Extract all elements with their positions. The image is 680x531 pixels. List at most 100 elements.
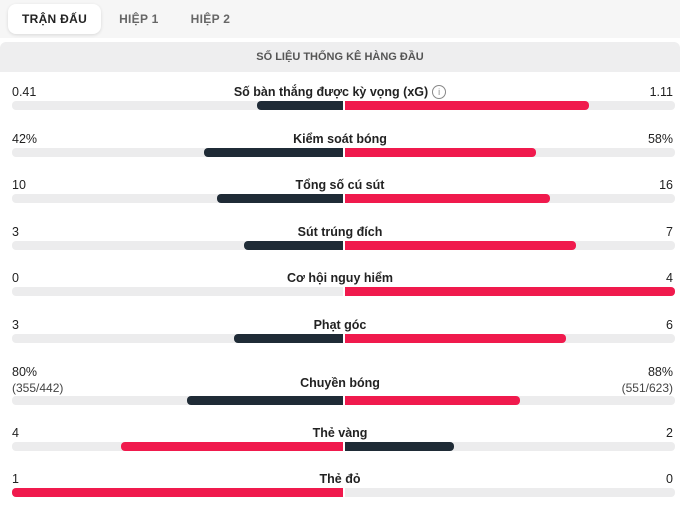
home-bar (243, 240, 343, 250)
away-value: 1.11 (650, 85, 673, 99)
stat-label-text: Số bàn thắng được kỳ vọng (xG) (233, 85, 429, 99)
stat-label: Chuyền bóng (0, 376, 680, 390)
stat-label: Cơ hội nguy hiểm (0, 271, 680, 285)
away-value: 88% (551/623) (622, 365, 673, 395)
tab-bar: TRẬN ĐẤU HIỆP 1 HIỆP 2 (0, 0, 680, 38)
away-value: 7 (666, 225, 673, 239)
stat-row: 0.41 Số bàn thắng được kỳ vọng (xG) i 1.11 (0, 72, 680, 119)
stat-label: Số bàn thắng được kỳ vọng (xG) i (0, 85, 680, 99)
away-value-text: 88% (647, 364, 673, 379)
stat-row: 80% (355/442) Chuyền bóng 88% (551/623) (0, 352, 680, 413)
away-bar (345, 333, 567, 343)
tab-match[interactable]: TRẬN ĐẤU (8, 4, 102, 34)
home-value: 4 (12, 426, 19, 440)
home-value: 42% (12, 132, 37, 146)
away-bar-track (345, 194, 675, 204)
home-bar-track (12, 287, 343, 297)
home-bar (12, 488, 343, 498)
home-value-text: 0 (12, 271, 19, 286)
away-bar (345, 395, 520, 405)
home-value-detail: (355/442) (12, 380, 64, 395)
tab-half-1[interactable]: HIỆP 1 (119, 12, 159, 26)
away-bar-track (345, 441, 675, 451)
stat-label-text: Kiểm soát bóng (293, 131, 387, 146)
away-value: 6 (666, 318, 673, 332)
away-bar (345, 240, 576, 250)
stat-row: 3 Sút trúng đích 7 (0, 212, 680, 259)
home-value: 80% (355/442) (12, 365, 63, 395)
stat-row: 1 Thẻ đỏ 0 (0, 459, 680, 506)
home-bar-track (12, 488, 343, 498)
info-icon[interactable]: i (432, 85, 447, 99)
stat-row: 10 Tổng số cú sút 16 (0, 165, 680, 212)
stat-label: Thẻ đỏ (0, 472, 680, 486)
stat-label-text: Thẻ vàng (312, 425, 368, 440)
away-bar (345, 287, 675, 297)
away-value-text: 1.11 (649, 85, 673, 99)
stat-label-text: Cơ hội nguy hiểm (286, 271, 394, 286)
home-bar (256, 101, 343, 110)
home-bar-track (12, 147, 343, 157)
home-bar-track (12, 101, 343, 110)
stat-label-text: Thẻ đỏ (319, 472, 361, 487)
home-bar (121, 441, 343, 451)
away-bar-track (345, 488, 675, 498)
home-value-text: 0.41 (12, 85, 37, 99)
home-bar-track (12, 194, 343, 204)
away-value-text: 0 (666, 472, 673, 487)
away-bar-track (345, 395, 675, 405)
away-value-text: 4 (666, 271, 673, 286)
away-bar (345, 194, 550, 204)
home-value: 0 (12, 271, 19, 285)
away-value: 0 (666, 472, 673, 486)
home-bar (217, 194, 343, 204)
away-bar-track (345, 240, 675, 250)
away-value-text: 6 (666, 317, 673, 332)
home-bar (203, 147, 343, 157)
away-value: 4 (666, 271, 673, 285)
home-value: 3 (12, 225, 19, 239)
stat-label: Tổng số cú sút (0, 178, 680, 192)
stat-label: Kiểm soát bóng (0, 132, 680, 146)
away-bar-track (345, 101, 675, 110)
home-value-text: 3 (12, 317, 19, 332)
stat-label-text: Tổng số cú sút (295, 178, 385, 193)
away-bar (345, 101, 590, 110)
home-bar (187, 395, 343, 405)
away-value-text: 7 (666, 224, 673, 239)
home-value-text: 10 (12, 178, 26, 193)
home-value-text: 3 (12, 224, 19, 239)
away-value: 2 (666, 426, 673, 440)
stat-label-text: Sút trúng đích (297, 224, 383, 239)
stat-label-text: Chuyền bóng (300, 375, 380, 390)
stat-label: Thẻ vàng (0, 426, 680, 440)
tab-half-2[interactable]: HIỆP 2 (190, 12, 231, 26)
away-value-text: 2 (666, 425, 673, 440)
stat-row: 0 Cơ hội nguy hiểm 4 (0, 258, 680, 305)
away-bar-track (345, 287, 675, 297)
stat-row: 4 Thẻ vàng 2 (0, 413, 680, 460)
home-bar-track (12, 395, 343, 405)
stat-label: Sút trúng đích (0, 225, 680, 239)
away-value: 58% (648, 132, 673, 146)
away-bar (345, 441, 454, 451)
away-value-detail: (551/623) (621, 380, 673, 395)
stats-list: 0.41 Số bàn thắng được kỳ vọng (xG) i 1.11 4… (0, 72, 680, 506)
home-value-text: 4 (12, 425, 19, 440)
home-value-text: 1 (12, 472, 19, 487)
home-value-text: 42% (12, 131, 38, 146)
home-value: 0.41 (12, 85, 36, 99)
home-value: 10 (12, 178, 26, 192)
away-bar (345, 147, 537, 157)
home-bar-track (12, 333, 343, 343)
home-bar-track (12, 441, 343, 451)
stat-label: Phạt góc (0, 318, 680, 332)
home-value: 3 (12, 318, 19, 332)
stat-row: 42% Kiểm soát bóng 58% (0, 119, 680, 166)
stat-label-text: Phạt góc (313, 317, 367, 332)
section-title: SỐ LIỆU THỐNG KÊ HÀNG ĐẦU (0, 42, 680, 72)
away-bar-track (345, 147, 675, 157)
home-value-text: 80% (12, 364, 38, 379)
away-value-text: 16 (659, 178, 673, 193)
home-bar-track (12, 240, 343, 250)
